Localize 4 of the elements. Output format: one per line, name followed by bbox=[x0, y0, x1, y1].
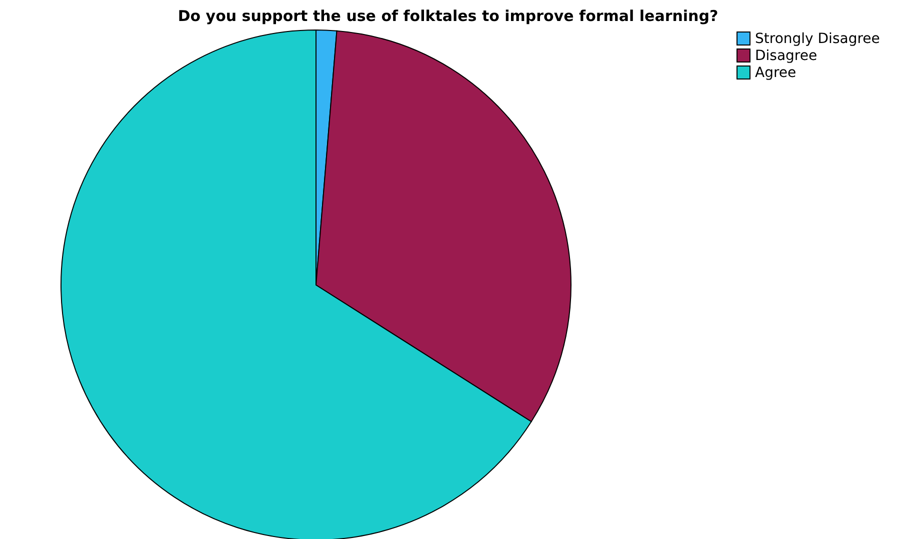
legend-label: Agree bbox=[755, 65, 796, 81]
chart-title: Do you support the use of folktales to improve formal learning? bbox=[178, 7, 718, 25]
legend-label: Disagree bbox=[755, 48, 818, 64]
legend-label: Strongly Disagree bbox=[755, 31, 880, 47]
